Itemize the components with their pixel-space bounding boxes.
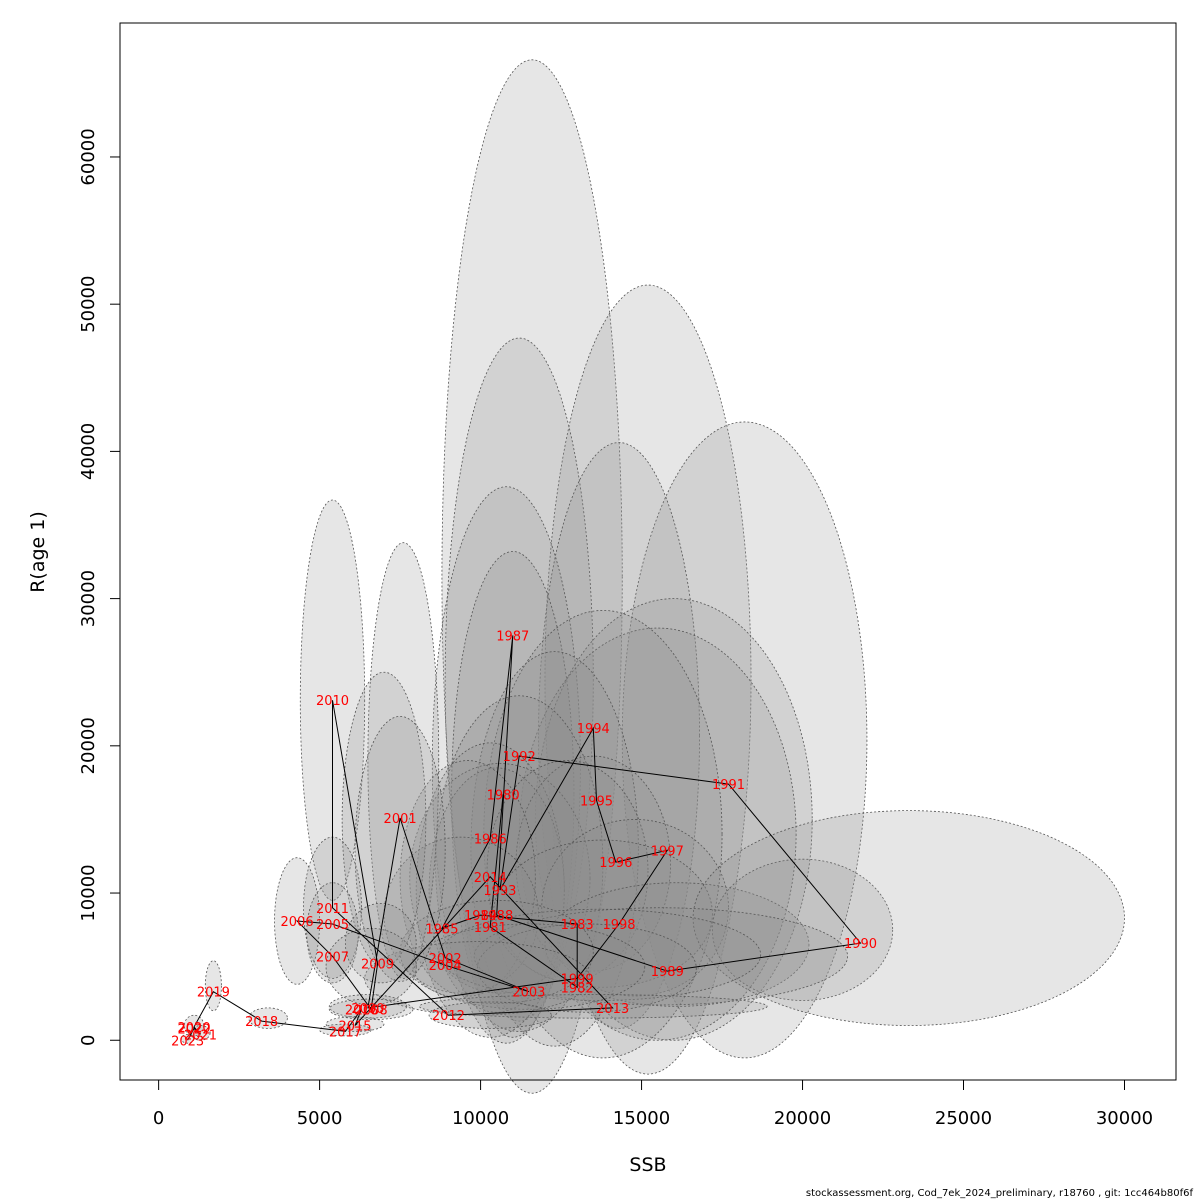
year-labels: 1980 1981 1982 1983 1984 1985 1986 1987 1988 1989… <box>171 629 877 1049</box>
x-tick-label: 30000 <box>1096 1108 1153 1129</box>
confidence-ellipse <box>621 421 868 1059</box>
confidence-ellipse <box>711 858 894 1001</box>
point-year-label: 2010 <box>316 694 349 709</box>
y-axis-label: R(age 1) <box>27 511 49 593</box>
point-year-label: 1986 <box>474 833 507 848</box>
point-year-label: 2004 <box>429 959 462 974</box>
confidence-ellipses <box>180 59 1125 1094</box>
point-year-label: 2019 <box>197 986 230 1001</box>
confidence-ellipse <box>692 810 1125 1026</box>
point-year-label: 1984 <box>464 909 497 924</box>
y-tick-label: 10000 <box>78 864 99 921</box>
confidence-ellipse <box>538 442 700 1029</box>
trajectory-line <box>187 635 862 1041</box>
confidence-ellipse <box>515 755 671 972</box>
point-year-label: 2000 <box>351 1002 384 1017</box>
point-year-label: 2020 <box>178 1021 211 1036</box>
point-year-label: 1985 <box>425 922 458 937</box>
point-year-label: 2011 <box>316 902 349 917</box>
point-year-label: 1999 <box>561 972 594 987</box>
point-year-label: 2012 <box>432 1009 465 1024</box>
confidence-ellipse <box>306 882 359 984</box>
confidence-ellipse <box>534 598 813 1041</box>
confidence-ellipse <box>441 59 623 1094</box>
confidence-ellipse <box>493 839 713 988</box>
confidence-ellipse <box>183 1014 205 1037</box>
confidence-ellipse <box>544 284 752 1075</box>
x-axis-label: SSB <box>629 1154 666 1176</box>
confidence-ellipse <box>486 760 649 982</box>
point-year-label: 2005 <box>316 918 349 933</box>
y-tick-label: 20000 <box>78 717 99 774</box>
point-year-label: 2002 <box>429 952 462 967</box>
confidence-ellipse <box>428 767 565 1013</box>
point-year-label: 2023 <box>171 1034 204 1049</box>
confidence-ellipse <box>180 1033 195 1044</box>
point-year-label: 2001 <box>384 812 417 827</box>
confidence-ellipse <box>428 1001 552 1029</box>
y-tick-label: 50000 <box>78 276 99 333</box>
point-year-label: 1998 <box>602 918 635 933</box>
point-year-label: 1983 <box>561 918 594 933</box>
point-year-label: 2015 <box>338 1020 371 1035</box>
point-year-label: 1982 <box>561 981 594 996</box>
point-year-label: 1988 <box>480 909 513 924</box>
confidence-ellipse <box>518 627 797 1041</box>
point-year-label: 1980 <box>487 788 520 803</box>
point-year-label: 2018 <box>245 1015 278 1030</box>
y-tick-label: 40000 <box>78 423 99 480</box>
confidence-ellipse <box>367 542 440 979</box>
point-year-label: 1990 <box>844 937 877 952</box>
x-tick-label: 10000 <box>452 1108 509 1129</box>
point-year-label: 1996 <box>599 856 632 871</box>
point-year-label: 2009 <box>361 958 394 973</box>
point-year-label: 1997 <box>651 844 684 859</box>
confidence-ellipse <box>412 923 646 1010</box>
point-year-label: 1981 <box>474 921 507 936</box>
point-year-label: 2003 <box>512 986 545 1001</box>
point-year-label: 1991 <box>712 778 745 793</box>
point-year-label: 1993 <box>483 884 516 899</box>
point-year-label: 1987 <box>496 629 529 644</box>
y-tick-label: 30000 <box>78 570 99 627</box>
confidence-ellipse <box>341 671 427 968</box>
y-axis: 0 10000 20000 30000 40000 50000 60000 <box>78 128 121 1046</box>
confidence-ellipse <box>325 1016 385 1032</box>
point-year-label: 1994 <box>577 722 610 737</box>
confidence-ellipse <box>354 715 446 982</box>
point-year-label: 2022 <box>178 1022 211 1037</box>
point-year-label: 2013 <box>596 1002 629 1017</box>
confidence-ellipse <box>438 908 762 1001</box>
x-axis: 0 5000 10000 15000 20000 25000 30000 <box>153 1079 1153 1129</box>
point-year-label: 2006 <box>281 915 314 930</box>
point-year-label: 2016 <box>345 1003 378 1018</box>
point-year-label: 2007 <box>316 950 349 965</box>
confidence-ellipse <box>344 902 417 984</box>
confidence-ellipse <box>483 609 723 1059</box>
x-tick-label: 5000 <box>297 1108 343 1129</box>
point-year-label: 1995 <box>580 794 613 809</box>
x-tick-label: 20000 <box>774 1108 831 1129</box>
confidence-ellipse <box>541 819 729 997</box>
point-year-label: 2021 <box>184 1028 217 1043</box>
y-tick-label: 0 <box>78 1035 99 1046</box>
y-tick-label: 60000 <box>78 128 99 185</box>
x-tick-label: 0 <box>153 1108 164 1129</box>
confidence-ellipse <box>451 551 575 1038</box>
footer-text: stockassessment.org, Cod_7ek_2024_prelim… <box>806 1188 1194 1199</box>
point-year-label: 2017 <box>329 1025 362 1040</box>
point-year-label: 2014 <box>474 871 507 886</box>
confidence-ellipse <box>319 1023 372 1037</box>
confidence-ellipse <box>431 486 581 1044</box>
confidence-ellipse <box>444 337 594 1022</box>
x-tick-label: 25000 <box>935 1108 992 1129</box>
point-year-label: 1992 <box>503 750 536 765</box>
x-tick-label: 15000 <box>613 1108 670 1129</box>
confidence-ellipse <box>364 941 591 1016</box>
confidence-ellipse <box>435 695 604 1032</box>
point-year-label: 2008 <box>355 1003 388 1018</box>
point-year-label: 1989 <box>651 965 684 980</box>
